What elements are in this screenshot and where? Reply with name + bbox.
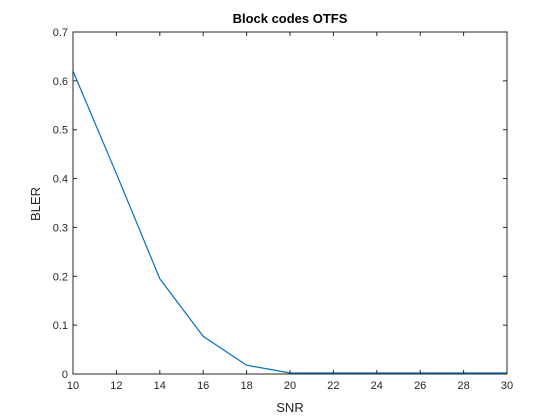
- y-axis-label: BLER: [28, 187, 43, 221]
- y-tick-label: 0.7: [53, 27, 68, 39]
- x-tick-label: 28: [457, 380, 469, 392]
- x-tick-label: 30: [501, 380, 513, 392]
- x-tick-label: 22: [327, 380, 339, 392]
- y-tick-label: 0.2: [53, 271, 68, 283]
- x-tick-label: 14: [154, 380, 166, 392]
- y-tick-label: 0.5: [53, 125, 68, 137]
- y-tick-label: 0.3: [53, 222, 68, 234]
- x-axis-ticks: 10 12 14 16 18 20 22 24 26 28 30: [67, 32, 513, 392]
- y-axis-ticks: 0 0.1 0.2 0.3 0.4 0.5 0.6 0.7: [53, 27, 507, 381]
- x-tick-label: 18: [240, 380, 252, 392]
- x-tick-label: 12: [110, 380, 122, 392]
- y-tick-label: 0.1: [53, 320, 68, 332]
- x-tick-label: 26: [414, 380, 426, 392]
- chart-title: Block codes OTFS: [233, 11, 348, 26]
- plot-area: [73, 32, 507, 374]
- x-tick-label: 20: [284, 380, 296, 392]
- x-tick-label: 16: [197, 380, 209, 392]
- x-axis-label: SNR: [276, 400, 303, 415]
- y-tick-label: 0.4: [53, 174, 68, 186]
- x-tick-label: 24: [371, 380, 383, 392]
- x-tick-label: 10: [67, 380, 79, 392]
- y-tick-label: 0: [62, 369, 68, 381]
- y-tick-label: 0.6: [53, 76, 68, 88]
